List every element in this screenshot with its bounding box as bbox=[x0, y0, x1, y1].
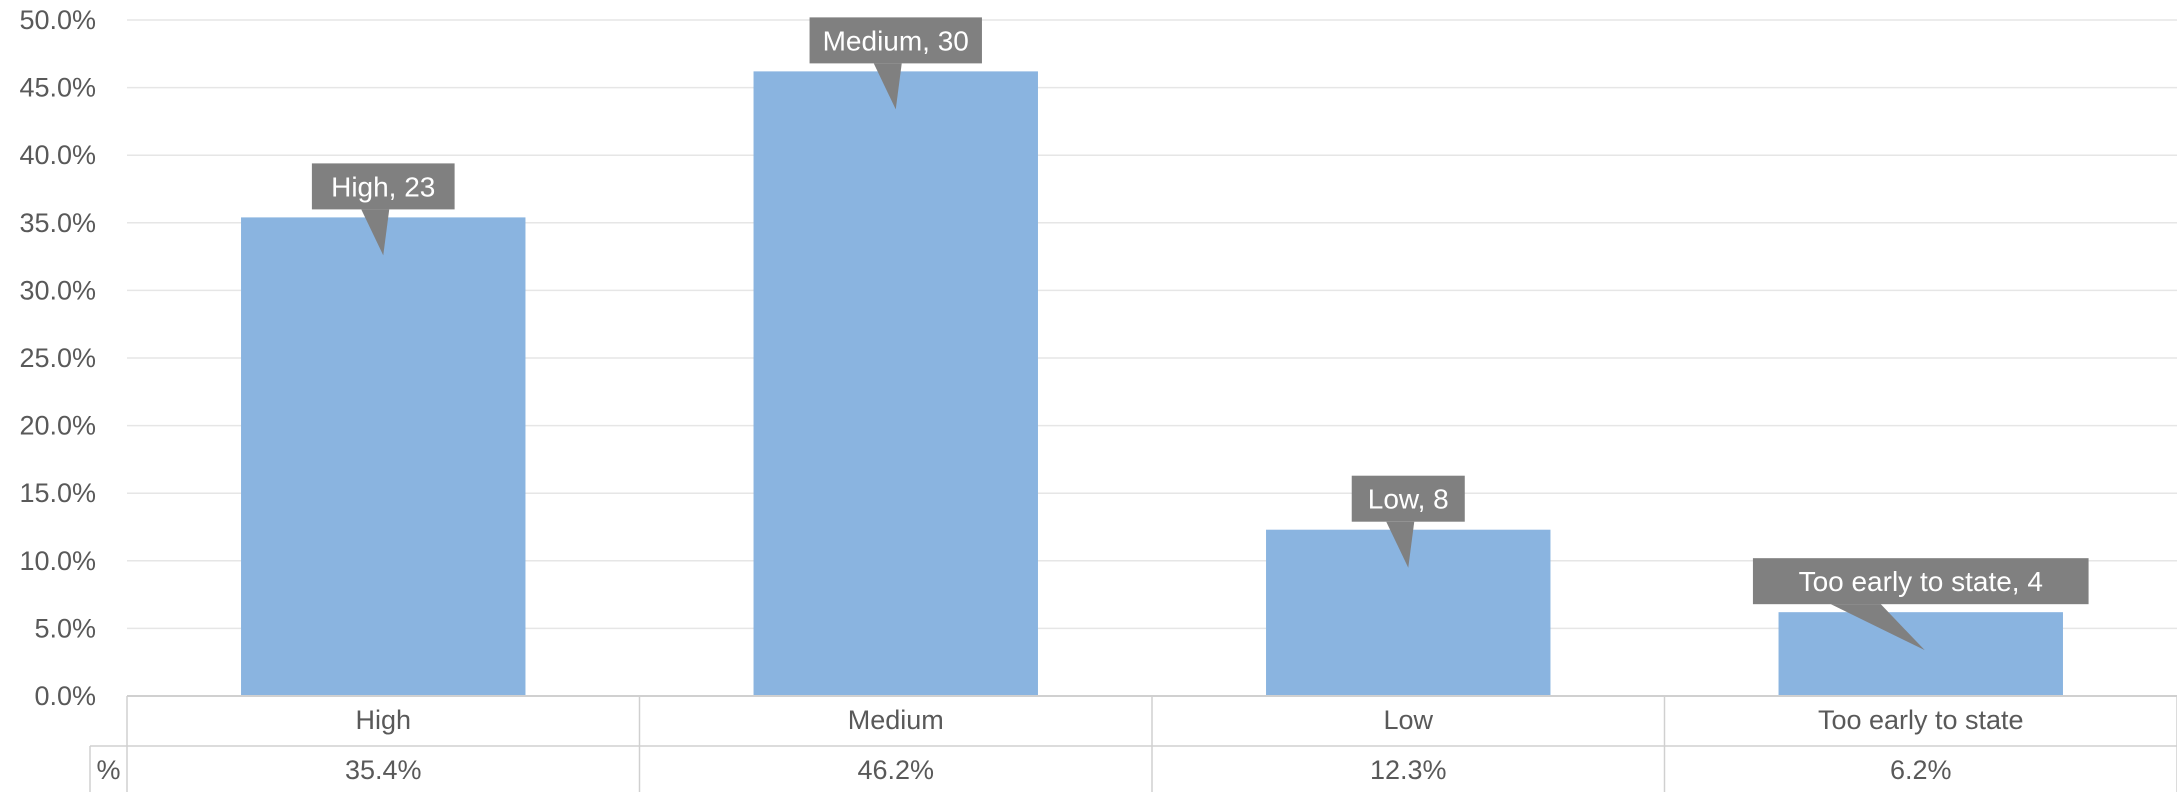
y-tick-label: 5.0% bbox=[34, 613, 96, 643]
data-label: High, 23 bbox=[331, 171, 435, 202]
data-label-pointer bbox=[873, 63, 902, 110]
y-axis-ticks: 0.0% 5.0% 10.0% 15.0% 20.0% 25.0% 30.0% 35.0% 40… bbox=[19, 5, 96, 711]
y-tick-label: 25.0% bbox=[19, 343, 96, 373]
y-tick-label: 30.0% bbox=[19, 275, 96, 305]
bars bbox=[241, 71, 2063, 697]
y-tick-label: 40.0% bbox=[19, 140, 96, 170]
x-tick-label: Low bbox=[1383, 705, 1433, 735]
y-tick-label: 45.0% bbox=[19, 73, 96, 103]
bar bbox=[1778, 612, 2063, 696]
table-cell-value: 35.4% bbox=[345, 755, 422, 785]
table-cell-value: 46.2% bbox=[857, 755, 934, 785]
bar bbox=[241, 217, 526, 696]
y-tick-label: 15.0% bbox=[19, 478, 96, 508]
data-label-pointer bbox=[361, 209, 390, 256]
data-label: Too early to state, 4 bbox=[1799, 566, 2043, 597]
y-tick-label: 50.0% bbox=[19, 5, 96, 35]
x-tick-label: High bbox=[355, 705, 411, 735]
x-tick-label: Medium bbox=[848, 705, 944, 735]
table-cell-value: 6.2% bbox=[1890, 755, 1952, 785]
bar bbox=[753, 71, 1038, 697]
data-labels: High, 23 Medium, 30 Low, 8 Too early to sta… bbox=[311, 17, 2089, 651]
data-label-box bbox=[1351, 475, 1465, 522]
y-tick-label: 0.0% bbox=[34, 681, 96, 711]
x-tick-label: Too early to state bbox=[1818, 705, 2024, 735]
y-tick-label: 10.0% bbox=[19, 546, 96, 576]
table-cell-value: 12.3% bbox=[1370, 755, 1447, 785]
data-label-pointer bbox=[1386, 521, 1415, 568]
data-label: Medium, 30 bbox=[823, 25, 969, 56]
data-label-box bbox=[1752, 558, 2089, 605]
data-label-pointer bbox=[1830, 604, 1925, 651]
table-row-header: % bbox=[96, 755, 120, 785]
data-label-box bbox=[809, 17, 982, 64]
y-tick-label: 35.0% bbox=[19, 208, 96, 238]
data-label-box bbox=[311, 163, 455, 210]
y-tick-label: 20.0% bbox=[19, 411, 96, 441]
data-table: % High 35.4% Medium 46.2% Low 12.3% Too early t… bbox=[89, 696, 2177, 792]
data-label: Low, 8 bbox=[1368, 484, 1449, 515]
